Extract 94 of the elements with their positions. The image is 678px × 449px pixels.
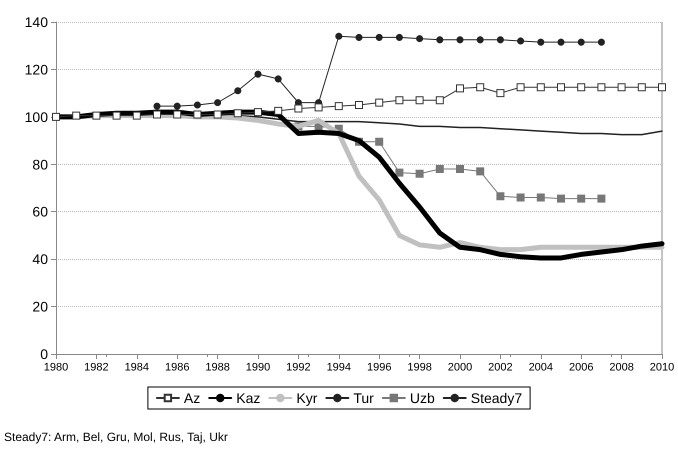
point <box>173 110 182 118</box>
point <box>436 165 444 174</box>
point <box>476 167 484 176</box>
point <box>618 83 626 92</box>
legend-label: Tur <box>353 390 374 406</box>
point <box>52 112 60 121</box>
x-tick-label: 2000 <box>448 362 472 374</box>
point <box>597 194 606 203</box>
y-tick-label: 80 <box>32 156 48 172</box>
text: Steady7: Arm, Bel, Gru, Mol, Rus, Taj, Ukr <box>4 430 228 444</box>
x-tick-label: 2004 <box>528 362 554 374</box>
x-tick-label: 1988 <box>205 362 230 374</box>
point <box>174 102 181 110</box>
point <box>356 34 362 41</box>
legend-label: Kyr <box>296 390 318 406</box>
point <box>476 83 484 92</box>
point <box>334 102 343 110</box>
point <box>578 38 585 46</box>
x-tick-label: 1984 <box>124 362 150 374</box>
point <box>517 37 524 44</box>
point <box>577 83 586 92</box>
x-tick-label: 1996 <box>366 362 392 374</box>
point <box>536 193 545 202</box>
point <box>194 102 201 108</box>
x-tick-label: 2008 <box>609 362 634 374</box>
point <box>153 110 161 118</box>
x-tick-label: 2010 <box>650 362 674 374</box>
y-tick-label: 140 <box>24 14 48 30</box>
x-tick-label: 1992 <box>286 362 311 374</box>
point <box>436 96 444 104</box>
y-tick-label: 40 <box>32 251 48 268</box>
point <box>558 38 564 46</box>
point <box>376 34 383 41</box>
x-tick-label: 2006 <box>568 362 594 374</box>
y-tick-label: 0 <box>40 346 48 362</box>
point <box>416 170 424 178</box>
x-tick-label: 2002 <box>488 362 513 374</box>
point <box>375 138 384 146</box>
x-tick-label: 1990 <box>246 362 270 374</box>
point <box>335 32 342 40</box>
point <box>112 112 121 120</box>
y-tick-label: 20 <box>32 298 48 315</box>
x-tick-label: 1986 <box>164 362 190 374</box>
point <box>537 38 544 46</box>
legend-label: Steady7 <box>470 390 522 406</box>
point <box>416 96 424 104</box>
point <box>395 96 404 104</box>
point <box>395 168 404 177</box>
point <box>132 112 141 120</box>
point <box>154 102 160 110</box>
x-tick-label: 1998 <box>407 362 432 374</box>
point <box>436 36 444 44</box>
point <box>536 83 545 92</box>
point <box>456 84 464 92</box>
point <box>274 106 282 115</box>
point <box>416 35 424 42</box>
point <box>396 34 403 41</box>
point <box>597 83 606 92</box>
legend-label: Uzb <box>410 390 435 406</box>
point <box>638 83 646 92</box>
point <box>314 103 323 112</box>
x-tick-label: 1982 <box>84 362 109 374</box>
point <box>375 98 384 107</box>
point <box>294 104 302 113</box>
point <box>658 83 666 92</box>
point <box>496 192 504 200</box>
point <box>72 112 80 120</box>
point <box>476 36 484 44</box>
point <box>598 38 605 46</box>
point <box>234 109 242 118</box>
legend-label: Kaz <box>236 390 260 406</box>
point <box>214 110 222 118</box>
point <box>496 36 504 44</box>
point <box>456 165 464 174</box>
point <box>516 83 525 92</box>
point <box>92 112 100 120</box>
point <box>254 70 262 78</box>
point <box>254 108 262 116</box>
y-tick-label: 60 <box>32 204 48 220</box>
point <box>193 110 202 118</box>
point <box>557 83 565 92</box>
point <box>557 194 565 203</box>
x-tick-label: 1994 <box>326 362 352 374</box>
point <box>496 89 504 98</box>
y-tick-label: 100 <box>24 108 48 125</box>
point <box>516 193 525 202</box>
point <box>234 87 242 94</box>
point <box>577 194 586 203</box>
legend-label: Az <box>184 390 200 406</box>
x-tick-label: 1980 <box>44 362 68 374</box>
point <box>274 75 282 82</box>
y-tick-label: 120 <box>24 61 48 78</box>
point <box>214 99 222 106</box>
point <box>456 36 464 44</box>
